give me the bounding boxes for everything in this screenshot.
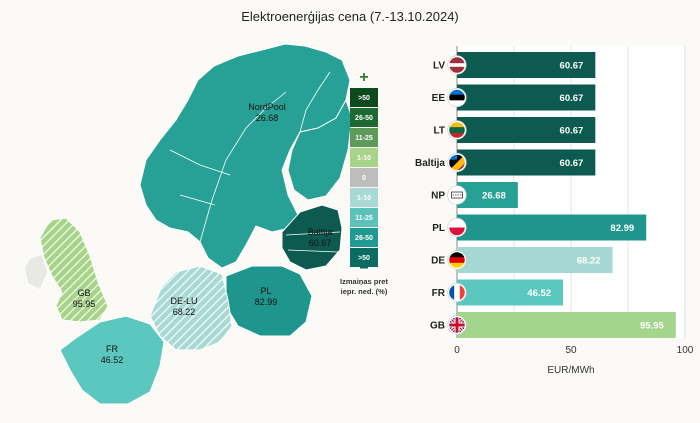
nordpool-logo-icon	[447, 185, 467, 205]
region-name-delu: DE-LU	[170, 296, 197, 306]
germany-flag-icon	[447, 250, 467, 270]
region-value-delu: 68.22	[173, 307, 196, 317]
legend-swatch	[350, 208, 378, 227]
legend-plus-sign: +	[359, 69, 368, 86]
legend-label: 1-10	[357, 195, 371, 202]
fr-region	[59, 315, 165, 405]
map-legend: >50 26-50 11-25 1-10 0 1-10 11-25 26-50 >50	[350, 88, 378, 267]
category-label: LT	[434, 126, 445, 137]
estonia-flag-icon	[447, 87, 467, 108]
legend-swatch	[350, 168, 378, 187]
legend-label: 1-10	[357, 155, 371, 162]
france-flag-icon	[447, 282, 467, 303]
nordpool-border	[179, 194, 216, 206]
legend-swatch	[350, 108, 378, 127]
lithuania-flag-icon	[447, 120, 467, 140]
category-label: LV	[433, 61, 445, 72]
region-value-baltija: 60.67	[309, 238, 332, 248]
region-name-fr: FR	[106, 344, 118, 354]
legend-caption-line1: Izmaiņas pret	[340, 277, 388, 286]
legend-label: 26-50	[355, 235, 373, 242]
nordpool-border	[169, 149, 231, 176]
legend-swatch	[350, 128, 378, 147]
bar-value-label: 26.68	[482, 191, 506, 202]
category-label: EE	[432, 93, 446, 104]
bar-np	[457, 182, 518, 208]
bars: 60.67 60.67 60.67 60.67 26.68 82.99 68.22 46.52…	[457, 52, 676, 338]
bar-value-label: 82.99	[610, 223, 634, 234]
category-label: GB	[430, 321, 445, 332]
category-label: FR	[432, 288, 446, 299]
legend-label: >50	[358, 255, 370, 262]
category-label: NP	[431, 191, 445, 202]
pl-region	[225, 265, 313, 337]
category-labels: LV EE LT Baltija NP PL DE FR GB	[415, 61, 446, 332]
flags	[447, 55, 467, 335]
category-label: Baltija	[415, 158, 445, 169]
bar-value-label: 60.67	[560, 61, 584, 72]
delu-region	[149, 265, 233, 351]
finland-region	[287, 98, 353, 201]
bar-value-label: 95.95	[640, 321, 664, 332]
bar-value-label: 60.67	[560, 93, 584, 104]
x-axis-ticks: 0 50 100	[454, 345, 694, 356]
bar-lv	[457, 52, 596, 78]
region-name-nordpool: NordPool	[248, 102, 286, 112]
region-name-gb: GB	[77, 288, 90, 298]
legend-label: >50	[358, 95, 370, 102]
x-tick-label: 0	[454, 345, 460, 356]
region-value-nordpool: 26.68	[256, 113, 279, 123]
legend-minus-sign: −	[359, 260, 368, 277]
x-axis-title: EUR/MWh	[547, 365, 594, 376]
poland-flag-icon	[447, 217, 467, 238]
category-label: PL	[432, 223, 445, 234]
nordpool-border	[299, 71, 331, 133]
legend-caption-line2: iepr. ned. (%)	[341, 287, 388, 296]
baltija-border	[285, 231, 341, 253]
legend-swatch	[350, 248, 378, 267]
bar-de	[457, 247, 613, 273]
region-value-gb: 95.95	[73, 299, 96, 309]
baltija-region	[281, 204, 343, 271]
nordpool-border	[199, 91, 287, 243]
bar-value-label: 60.67	[560, 126, 584, 137]
bar-fr	[457, 279, 564, 306]
bar-value-label: 68.22	[577, 256, 601, 267]
legend-swatch	[350, 188, 378, 207]
legend-label: 11-25	[355, 135, 373, 142]
region-name-baltija: Baltija	[308, 227, 333, 237]
legend-swatch	[350, 88, 378, 107]
legend-label: 0	[362, 175, 366, 182]
legend-swatch	[350, 228, 378, 247]
gb-region	[39, 217, 109, 323]
x-tick-label: 100	[677, 345, 694, 356]
category-label: DE	[431, 256, 445, 267]
latvia-flag-icon	[447, 55, 467, 75]
region-value-fr: 46.52	[101, 355, 124, 365]
uk-flag-icon	[447, 315, 467, 335]
bar-ee	[457, 84, 596, 111]
legend-label: 26-50	[355, 115, 373, 122]
ireland-region	[23, 253, 49, 291]
chart-title: Elektroenerģijas cena (7.-13.10.2024)	[241, 9, 459, 24]
bar-pl	[457, 214, 647, 241]
legend-swatch	[350, 148, 378, 167]
bar-value-label: 60.67	[560, 158, 584, 169]
bar-baltija	[457, 149, 596, 176]
bar-lt	[457, 117, 596, 143]
x-tick-label: 50	[565, 345, 577, 356]
legend-label: 11-25	[355, 215, 373, 222]
region-value-pl: 82.99	[255, 297, 278, 307]
bar-gb	[457, 312, 676, 338]
region-name-pl: PL	[260, 286, 271, 296]
bar-value-label: 46.52	[527, 288, 551, 299]
baltic-flag-icon	[447, 152, 467, 173]
